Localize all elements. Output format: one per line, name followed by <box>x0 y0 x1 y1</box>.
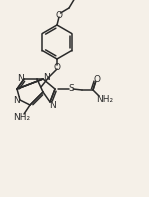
Text: O: O <box>94 74 100 84</box>
Text: N: N <box>43 72 49 82</box>
Text: NH₂: NH₂ <box>13 112 31 122</box>
Text: O: O <box>55 10 62 20</box>
Text: S: S <box>68 84 74 93</box>
Text: N: N <box>49 100 55 110</box>
Text: O: O <box>53 62 60 72</box>
Text: N: N <box>13 96 19 104</box>
Text: NH₂: NH₂ <box>96 95 114 103</box>
Text: N: N <box>17 73 23 83</box>
